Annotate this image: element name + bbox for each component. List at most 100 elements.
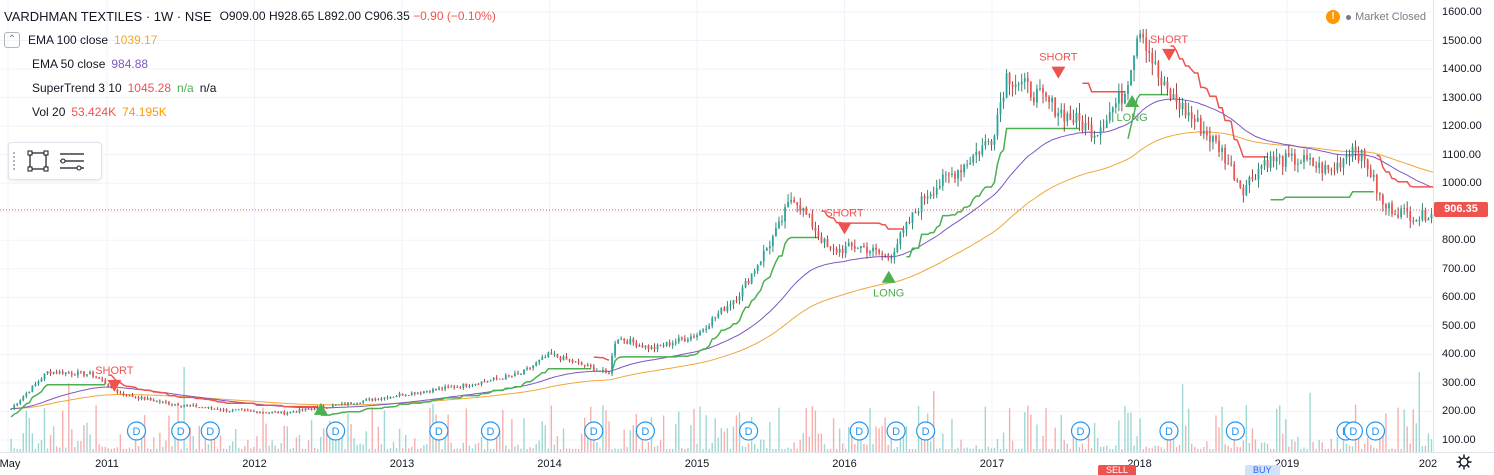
dividend-icon[interactable]: D	[635, 421, 655, 441]
volume-bar	[744, 446, 747, 452]
indicator-ema50[interactable]: EMA 50 close 984.88	[4, 52, 496, 76]
volume-bar	[492, 448, 495, 452]
chart-area[interactable]: SHORT SHORT SHORT SHORT LONG LONG D D D D D D D D D D D D…	[0, 0, 1433, 452]
dividend-icon[interactable]: D	[200, 421, 220, 441]
indicator-ema100[interactable]: ⌃ EMA 100 close 1039.17	[4, 28, 496, 52]
candle-body	[507, 375, 510, 377]
candle-body	[1048, 96, 1050, 103]
candle-body	[1093, 135, 1096, 138]
volume-bar	[1309, 392, 1311, 452]
candle-body	[908, 222, 911, 224]
candle-body	[896, 244, 899, 252]
volume-bar	[1069, 448, 1072, 452]
candle-body	[480, 381, 483, 385]
svg-text:D: D	[590, 426, 598, 438]
symbol-title[interactable]: VARDHMAN TEXTILES · 1W · NSE	[4, 8, 212, 24]
candle-body	[356, 403, 359, 405]
volume-bar	[398, 428, 401, 452]
dividend-icon[interactable]: D	[171, 421, 191, 441]
candle-body	[1245, 184, 1248, 196]
volume-bar	[74, 447, 76, 452]
candle-body	[702, 329, 704, 332]
candle-body	[768, 245, 771, 249]
ohlc-values: O909.00 H928.65 L892.00 C906.35 −0.90 (−…	[220, 9, 496, 23]
candle-body	[444, 386, 447, 390]
candle-body	[951, 173, 953, 175]
volume-bar	[426, 444, 428, 452]
candle-body	[1163, 81, 1166, 86]
candle-body	[838, 248, 841, 253]
candle-body	[1212, 136, 1214, 142]
volume-bar	[271, 440, 273, 452]
dividend-icon[interactable]: D	[1343, 421, 1363, 441]
volume-bar	[356, 445, 358, 452]
indicator-volume[interactable]: Vol 20 53.424K 74.195K	[4, 100, 496, 124]
drag-handle[interactable]	[13, 152, 21, 170]
svg-text:D: D	[922, 426, 930, 438]
volume-bar	[1318, 439, 1320, 452]
volume-bar	[1011, 440, 1014, 452]
volume-bar	[1014, 448, 1017, 452]
dividend-icon[interactable]: D	[1365, 421, 1386, 441]
dividend-icon[interactable]: D	[480, 421, 501, 441]
candle-body	[696, 335, 698, 338]
candle-body	[941, 174, 944, 186]
volume-bar	[638, 448, 641, 452]
candle-body	[1339, 162, 1342, 168]
dividend-icon[interactable]: D	[584, 421, 604, 441]
candle-body	[1215, 136, 1217, 141]
candle-body	[283, 411, 286, 415]
candle-body	[938, 185, 941, 189]
candle-body	[762, 250, 765, 262]
volume-bar	[1209, 448, 1211, 452]
dividend-icon[interactable]: D	[1159, 421, 1179, 441]
settings-menu-button[interactable]	[55, 146, 89, 176]
candle-body	[1160, 77, 1163, 86]
candle-body	[1139, 33, 1142, 39]
dividend-icon[interactable]: D	[886, 421, 906, 441]
volume-bar	[954, 448, 956, 452]
candle-body	[347, 402, 349, 405]
volume-bar	[580, 433, 583, 452]
indicator-supertrend[interactable]: SuperTrend 3 10 1045.28 n/a n/a	[4, 76, 496, 100]
time-tick: 2014	[537, 458, 562, 470]
candle-body	[647, 345, 650, 349]
volume-bar	[890, 427, 892, 452]
volume-bar	[247, 439, 249, 452]
volume-bar	[1373, 447, 1375, 452]
dividend-icon[interactable]: D	[916, 421, 936, 441]
dividend-icon[interactable]: D	[1070, 421, 1091, 441]
candle-body	[116, 389, 119, 393]
dividend-icon[interactable]: D	[326, 421, 346, 441]
volume-bar	[820, 433, 823, 452]
volume-bar	[966, 447, 968, 452]
candle-body	[128, 394, 131, 397]
volume-bar	[1266, 443, 1269, 452]
dividend-icon[interactable]: D	[429, 421, 449, 441]
candle-body	[559, 357, 562, 361]
candle-body	[119, 392, 122, 394]
price-chart[interactable]: SHORT SHORT SHORT SHORT LONG LONG D D D D D D D D D D D D…	[0, 0, 1433, 452]
dividend-icon[interactable]: D	[849, 421, 869, 441]
long-signal-label: LONG	[873, 288, 904, 300]
sell-order-tag[interactable]: SELL	[1098, 465, 1137, 475]
rectangle-tool-button[interactable]	[21, 146, 55, 176]
volume-bar	[626, 447, 628, 452]
price-axis[interactable]: 1600.00 1500.00 1400.00 1300.00 1200.00 1100.…	[1433, 0, 1494, 452]
candle-body	[629, 338, 632, 344]
candle-body	[1026, 78, 1029, 82]
candle-body	[981, 145, 984, 155]
settings-gear-icon[interactable]	[1456, 454, 1472, 470]
candle-body	[225, 409, 228, 412]
candle-body	[717, 313, 720, 318]
volume-bar	[1203, 446, 1205, 452]
market-status[interactable]: ! Market Closed	[1326, 10, 1426, 24]
dividend-icon[interactable]: D	[1225, 421, 1245, 441]
candle-body	[847, 242, 850, 247]
dividend-icon[interactable]: D	[739, 421, 759, 441]
collapse-icon[interactable]: ⌃	[4, 32, 20, 48]
low-value: L892.00	[317, 9, 362, 23]
buy-order-tag[interactable]: BUY	[1245, 465, 1280, 475]
time-tick: 2012	[242, 458, 267, 470]
dividend-icon[interactable]: D	[126, 421, 147, 441]
